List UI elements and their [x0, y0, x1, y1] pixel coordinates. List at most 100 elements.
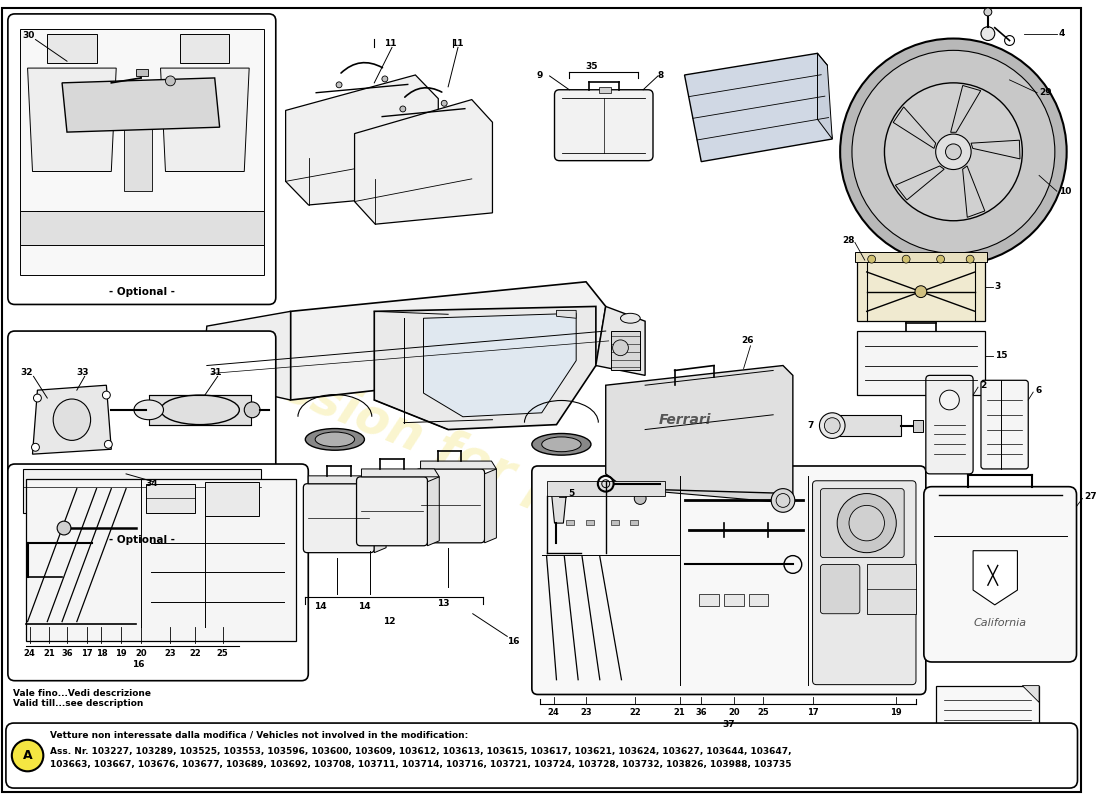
Bar	[833, 414, 901, 437]
FancyBboxPatch shape	[8, 14, 276, 305]
Polygon shape	[362, 469, 439, 477]
Text: - Optional -: - Optional -	[109, 286, 175, 297]
Circle shape	[635, 493, 646, 505]
Circle shape	[849, 506, 884, 541]
Bar	[205, 482, 258, 516]
Text: 32: 32	[21, 368, 33, 377]
Bar	[867, 565, 916, 614]
Bar	[630, 520, 638, 525]
Circle shape	[902, 255, 910, 263]
Text: 7: 7	[807, 421, 814, 430]
Circle shape	[337, 82, 342, 88]
Circle shape	[946, 144, 961, 160]
Circle shape	[939, 390, 959, 410]
Bar	[47, 34, 97, 63]
Text: 9: 9	[537, 71, 543, 81]
Bar	[20, 29, 264, 275]
Polygon shape	[684, 54, 833, 162]
Ellipse shape	[161, 395, 240, 425]
FancyBboxPatch shape	[356, 477, 428, 546]
Text: 36: 36	[695, 708, 707, 717]
Text: Ass. Nr. 103227, 103289, 103525, 103553, 103596, 103600, 103609, 103612, 103613,: Ass. Nr. 103227, 103289, 103525, 103553,…	[51, 746, 792, 756]
Polygon shape	[428, 477, 439, 546]
Bar	[20, 211, 264, 246]
Text: A: A	[23, 749, 32, 762]
Text: 11: 11	[384, 39, 397, 48]
Text: 20: 20	[728, 708, 739, 717]
Text: 26: 26	[741, 337, 755, 346]
Text: 36: 36	[62, 649, 73, 658]
FancyBboxPatch shape	[8, 331, 276, 553]
Circle shape	[966, 255, 975, 263]
Text: 19: 19	[116, 649, 127, 658]
Circle shape	[868, 255, 876, 263]
Polygon shape	[974, 550, 1018, 605]
Polygon shape	[308, 476, 386, 484]
Polygon shape	[161, 68, 250, 171]
Polygon shape	[374, 306, 596, 430]
Bar	[598, 86, 611, 93]
Text: 24: 24	[548, 708, 560, 717]
Circle shape	[824, 418, 840, 434]
Bar	[610, 520, 618, 525]
FancyBboxPatch shape	[554, 90, 653, 161]
FancyBboxPatch shape	[8, 464, 308, 681]
Ellipse shape	[316, 432, 354, 446]
Ellipse shape	[134, 400, 164, 420]
Bar	[610, 331, 640, 370]
Text: 14: 14	[314, 602, 327, 611]
Text: 34: 34	[146, 479, 158, 488]
Polygon shape	[971, 140, 1020, 159]
Bar	[146, 484, 195, 514]
Text: 23: 23	[580, 708, 592, 717]
Circle shape	[12, 740, 43, 771]
FancyBboxPatch shape	[416, 469, 485, 543]
Circle shape	[613, 340, 628, 356]
Text: 23: 23	[165, 649, 176, 658]
Circle shape	[32, 443, 40, 451]
Circle shape	[983, 8, 992, 16]
Text: 37: 37	[723, 719, 735, 729]
Bar	[748, 594, 768, 606]
Text: 3: 3	[994, 282, 1001, 291]
Polygon shape	[33, 386, 111, 454]
Bar	[857, 331, 984, 395]
Bar	[857, 257, 984, 322]
Polygon shape	[290, 282, 606, 400]
Text: 5: 5	[569, 489, 574, 498]
Text: 29: 29	[1040, 88, 1052, 98]
Circle shape	[852, 50, 1055, 254]
Polygon shape	[202, 311, 290, 400]
Polygon shape	[626, 478, 793, 503]
Polygon shape	[286, 75, 438, 205]
Circle shape	[33, 394, 42, 402]
Circle shape	[837, 494, 896, 553]
Circle shape	[57, 521, 70, 535]
Bar	[23, 469, 261, 514]
Bar	[566, 520, 574, 525]
Text: 15: 15	[994, 351, 1008, 360]
Text: 4: 4	[1059, 29, 1065, 38]
Circle shape	[441, 100, 448, 106]
Ellipse shape	[620, 314, 640, 323]
Text: 103663, 103667, 103676, 103677, 103689, 103692, 103708, 103711, 103714, 103716, : 103663, 103667, 103676, 103677, 103689, …	[51, 761, 792, 770]
Text: 31: 31	[210, 368, 222, 377]
Text: Vale fino...Vedi descrizione
Valid till...see description: Vale fino...Vedi descrizione Valid till.…	[13, 689, 151, 708]
Text: 28: 28	[843, 236, 855, 245]
Polygon shape	[893, 107, 936, 148]
FancyBboxPatch shape	[304, 484, 374, 553]
Text: 33: 33	[77, 368, 89, 377]
Text: passion for performance: passion for performance	[212, 337, 871, 641]
Text: 20: 20	[135, 649, 146, 658]
Polygon shape	[28, 68, 117, 171]
Bar	[25, 478, 297, 642]
Text: 14: 14	[359, 602, 371, 611]
FancyBboxPatch shape	[532, 466, 926, 694]
Ellipse shape	[306, 429, 364, 450]
Circle shape	[840, 38, 1067, 265]
Text: 25: 25	[758, 708, 769, 717]
Text: 17: 17	[81, 649, 92, 658]
Bar	[700, 594, 719, 606]
Bar	[855, 252, 987, 262]
Circle shape	[400, 106, 406, 112]
